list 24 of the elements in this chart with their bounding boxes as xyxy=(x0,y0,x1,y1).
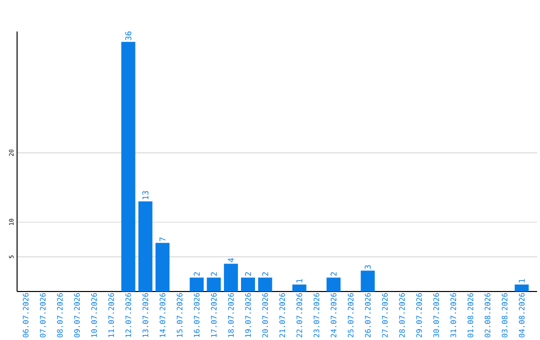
data-label: 3 xyxy=(364,265,371,269)
data-label: 2 xyxy=(330,272,337,276)
bar xyxy=(156,242,170,292)
bar xyxy=(360,270,375,292)
bar xyxy=(292,284,306,292)
bar xyxy=(138,201,152,292)
data-label: 1 xyxy=(296,279,302,282)
bar xyxy=(326,278,341,292)
bar xyxy=(224,264,238,292)
bar xyxy=(206,278,221,292)
bar xyxy=(190,278,204,292)
data-label: 36 xyxy=(125,32,132,40)
data-label: 1 xyxy=(518,279,525,282)
data-label: 2 xyxy=(245,272,251,276)
bar xyxy=(258,278,272,292)
data-label: 4 xyxy=(228,258,234,262)
data-label: 2 xyxy=(210,272,217,276)
bar xyxy=(121,42,136,292)
data-label: 2 xyxy=(262,272,268,276)
data-label: 13 xyxy=(142,191,148,200)
data-label: 7 xyxy=(160,238,166,242)
data-label: 2 xyxy=(194,272,200,276)
bar xyxy=(241,278,256,292)
bar xyxy=(514,284,529,292)
